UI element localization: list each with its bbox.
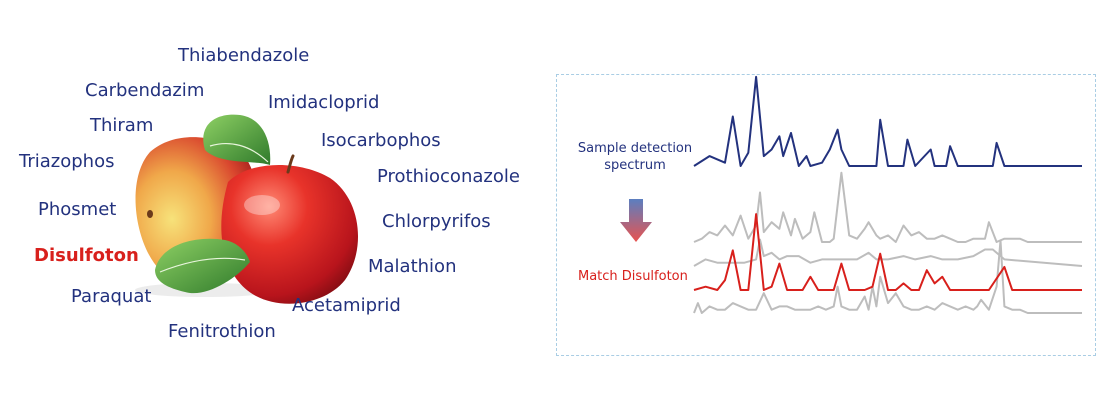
red-apple-icon	[221, 164, 359, 304]
bottom-leaf-icon	[155, 238, 250, 294]
pesticide-acetamiprid: Acetamiprid	[292, 295, 401, 316]
sample-detection-spectrum	[693, 75, 1082, 167]
pesticide-malathion: Malathion	[368, 256, 457, 277]
pesticide-triazophos: Triazophos	[19, 151, 115, 172]
pesticide-disulfoton: Disulfoton	[34, 245, 139, 266]
pesticide-imidacloprid: Imidacloprid	[268, 92, 380, 113]
pesticide-chlorpyrifos: Chlorpyrifos	[382, 211, 491, 232]
pesticide-thiram: Thiram	[90, 115, 154, 136]
sample-label-line-2: spectrum	[604, 158, 666, 173]
sample-label-line-1: Sample detection	[577, 141, 693, 156]
apples-illustration	[135, 114, 359, 304]
pesticide-thiabendazole: Thiabendazole	[178, 45, 310, 66]
reference-spectrum-3	[693, 239, 1082, 314]
apple-highlight	[244, 195, 280, 215]
pesticide-phosmet: Phosmet	[38, 199, 117, 220]
pesticide-isocarbophos: Isocarbophos	[321, 130, 441, 151]
apple-blossom-end	[147, 210, 153, 218]
top-leaf-icon	[203, 114, 271, 165]
match-spectrum-label: Match Disulfoton	[578, 269, 688, 284]
reference-spectrum-2	[693, 238, 1083, 267]
spectra	[693, 75, 1083, 314]
pesticide-prothioconazole: Prothioconazole	[377, 166, 520, 187]
reference-spectrum-1	[693, 171, 1082, 243]
pesticide-paraquat: Paraquat	[71, 286, 152, 307]
sample-spectrum-label: Sample detection spectrum	[576, 140, 694, 174]
down-arrow-icon	[620, 199, 652, 242]
match-spectrum-disulfoton	[693, 213, 1082, 291]
apple-stem	[286, 154, 295, 174]
spectrum-comparison-panel	[556, 74, 1096, 356]
pesticide-carbendazim: Carbendazim	[85, 80, 205, 101]
pesticide-fenitrothion: Fenitrothion	[168, 321, 276, 342]
